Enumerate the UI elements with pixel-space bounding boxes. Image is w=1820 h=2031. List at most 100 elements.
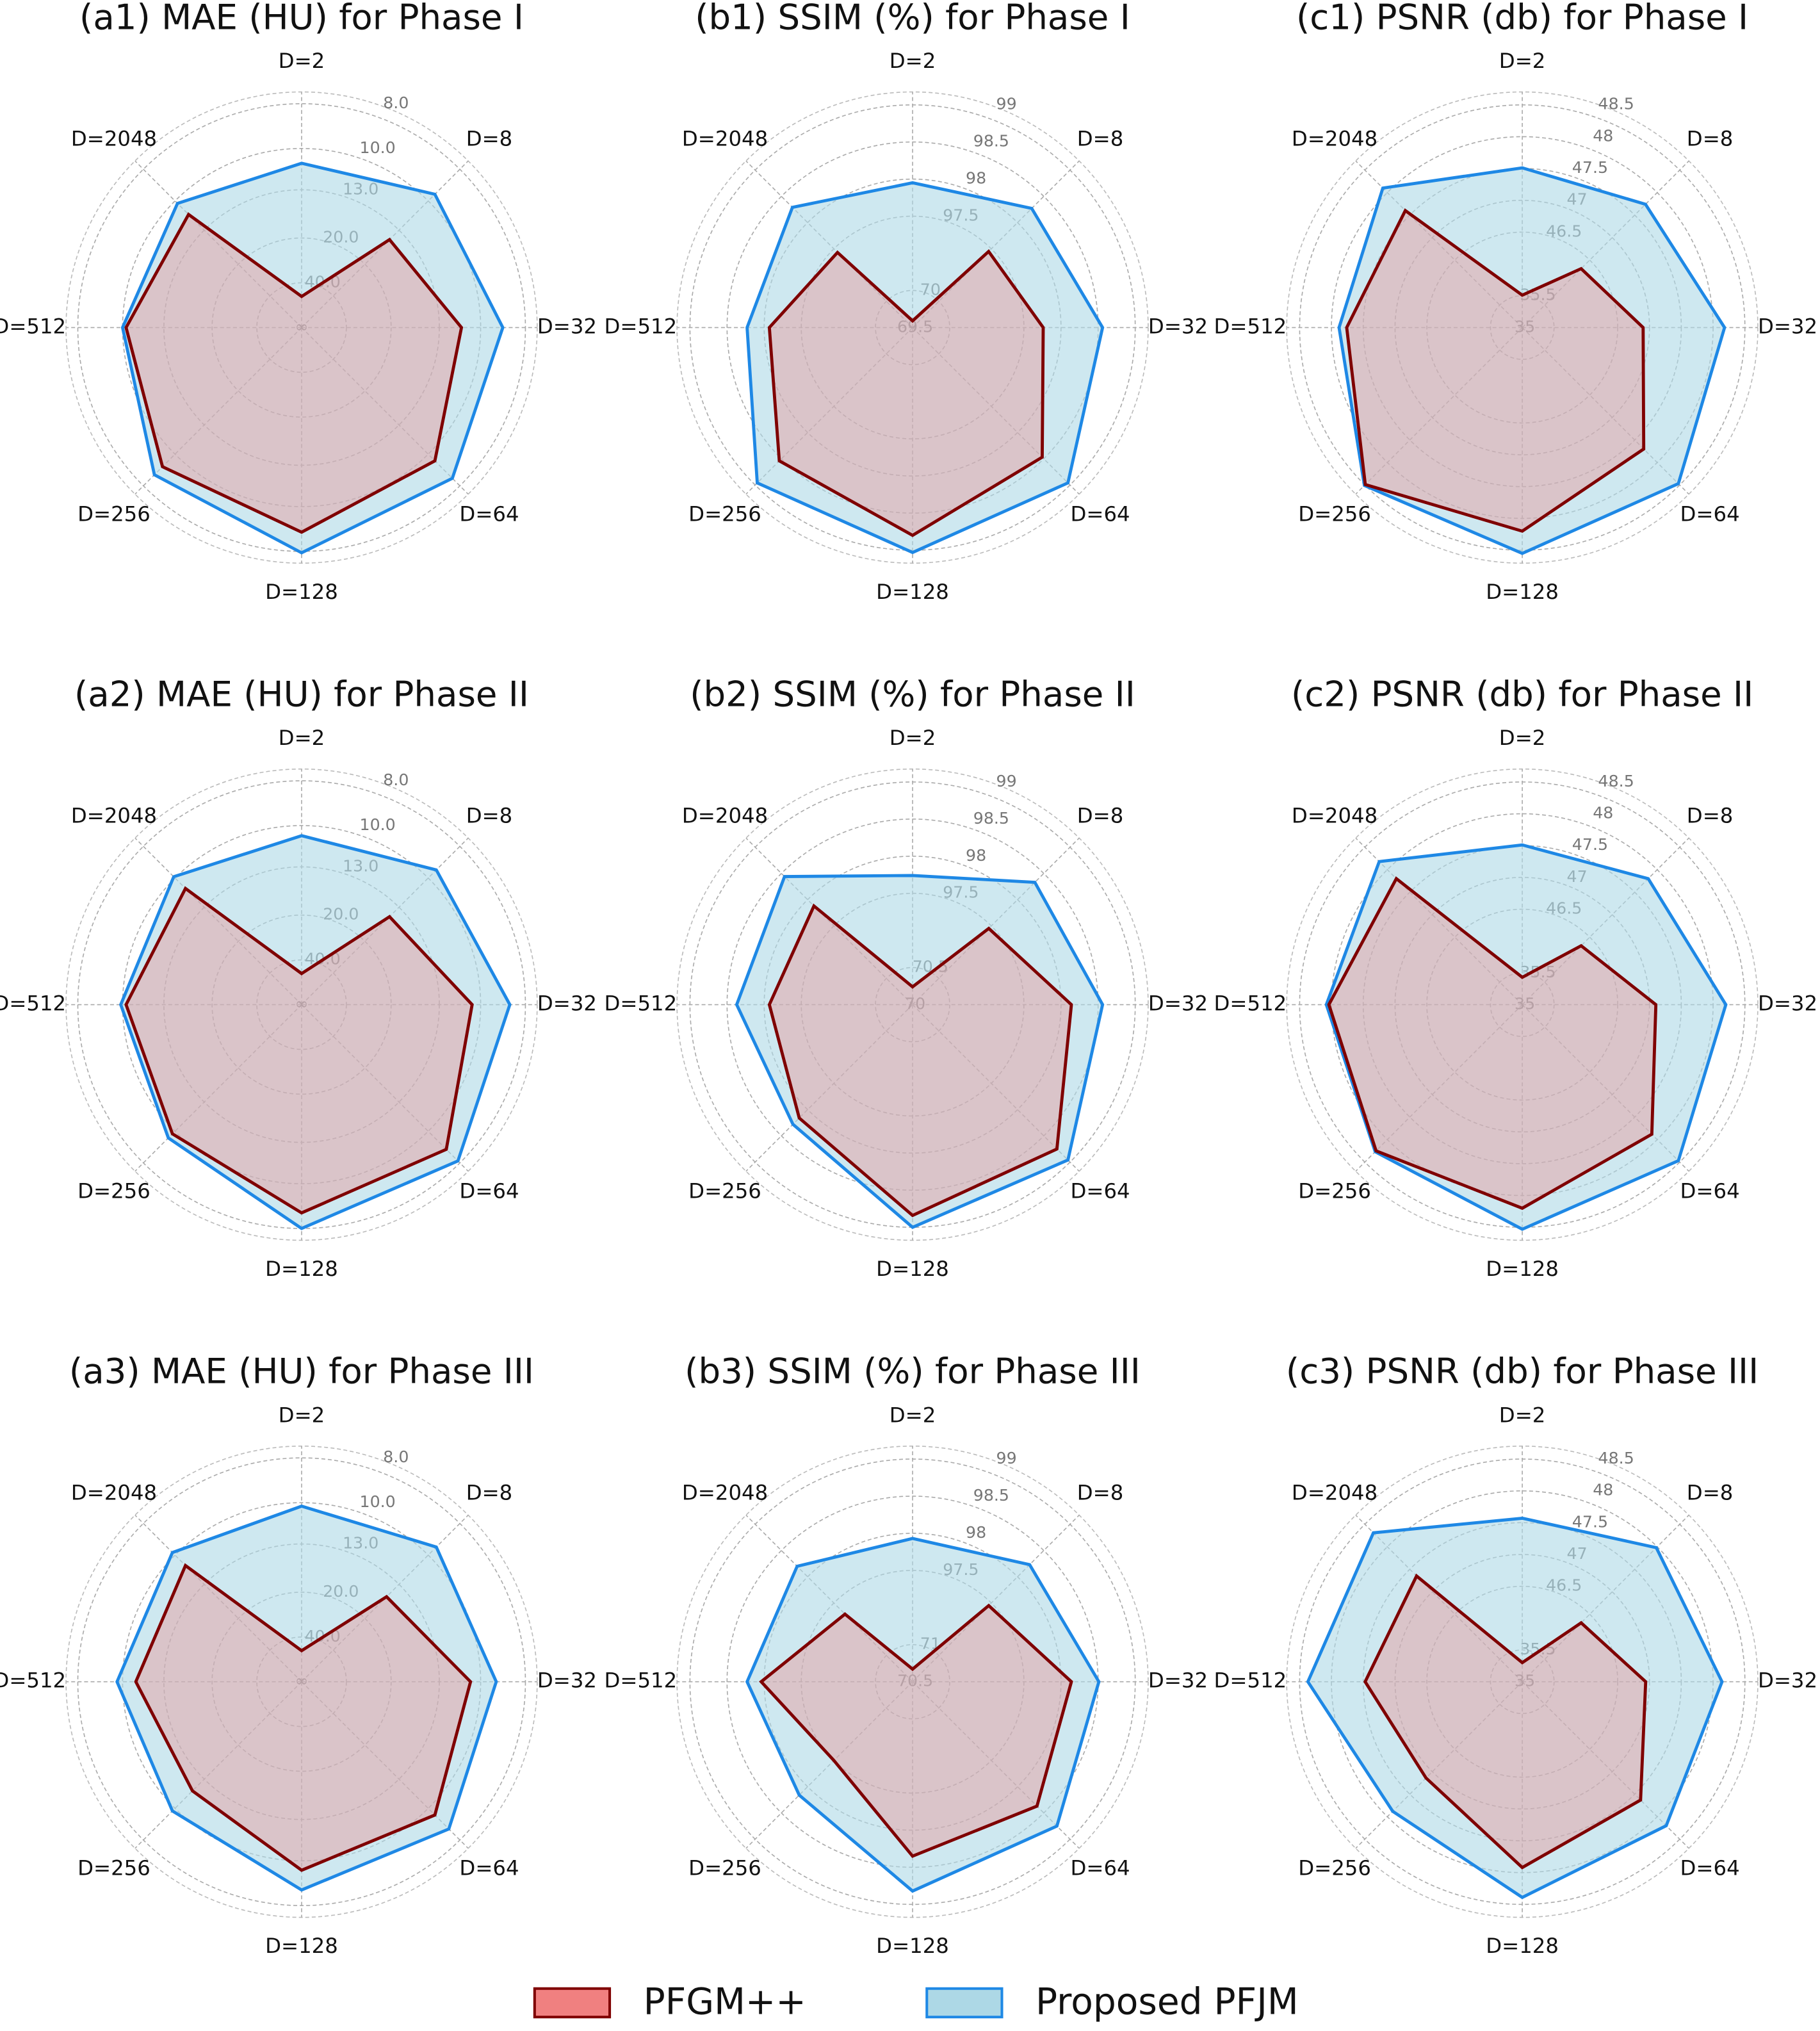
radar-chart: (c1) PSNR (db) for Phase I D=2 D=8 D=32 D=64… xyxy=(1214,0,1818,604)
category-label: D=64 xyxy=(1070,502,1130,526)
category-label: D=128 xyxy=(1486,1257,1559,1281)
category-label: D=512 xyxy=(604,314,677,338)
r-tick-label: 10.0 xyxy=(360,138,396,157)
series-area xyxy=(761,1605,1072,1857)
category-label: D=512 xyxy=(604,991,677,1016)
r-tick-label: 10.0 xyxy=(360,1492,396,1511)
category-label: D=2 xyxy=(279,726,325,750)
category-label: D=256 xyxy=(688,1179,761,1203)
grid-ring xyxy=(1299,1458,1746,1905)
category-label: D=512 xyxy=(1214,1668,1287,1693)
series-line xyxy=(1345,208,1646,533)
radar-chart: (a1) MAE (HU) for Phase I D=2 D=8 D=32 D=64 D… xyxy=(0,0,597,604)
r-tick-label: 8.0 xyxy=(383,94,409,112)
category-label: D=32 xyxy=(1758,991,1817,1016)
chart-title: (b2) SSIM (%) for Phase II xyxy=(690,674,1135,715)
category-label: D=8 xyxy=(1077,804,1124,828)
series-line xyxy=(767,249,1045,537)
grid-ring xyxy=(77,1457,526,1906)
chart-title: (a2) MAE (HU) for Phase II xyxy=(74,674,529,715)
category-label: D=128 xyxy=(265,580,338,604)
r-tick-label: 48.5 xyxy=(1598,95,1634,113)
category-label: D=128 xyxy=(876,1257,949,1281)
chart-title: (a1) MAE (HU) for Phase I xyxy=(79,0,524,37)
category-label: D=64 xyxy=(1070,1179,1130,1203)
radar-chart: (a2) MAE (HU) for Phase II D=2 D=8 D=32 D=64… xyxy=(0,674,597,1281)
series-area xyxy=(736,875,1103,1228)
grid-ring xyxy=(689,1458,1136,1905)
series-line xyxy=(745,181,1105,555)
category-label: D=2 xyxy=(1499,1403,1546,1427)
radar-chart: (a3) MAE (HU) for Phase III D=2 D=8 D=32 D=6… xyxy=(0,1351,597,1958)
chart-title: (b1) SSIM (%) for Phase I xyxy=(695,0,1130,37)
series-area xyxy=(120,835,510,1229)
series-line xyxy=(124,212,464,534)
series-area xyxy=(769,251,1044,535)
category-label: D=2 xyxy=(890,726,936,750)
category-label: D=8 xyxy=(1077,1481,1124,1505)
r-tick-label: 8.0 xyxy=(383,1448,409,1466)
category-label: D=512 xyxy=(604,1668,677,1693)
r-tick-label: 47.5 xyxy=(1572,158,1608,177)
radar-chart: (b2) SSIM (%) for Phase II D=2 D=8 D=32 D=64… xyxy=(604,674,1208,1281)
category-label: D=2 xyxy=(1499,726,1546,750)
category-label: D=2048 xyxy=(71,804,157,828)
series-line xyxy=(1337,166,1727,555)
category-label: D=128 xyxy=(876,580,949,604)
r-tick-label: 47.5 xyxy=(1572,835,1608,854)
category-label: D=256 xyxy=(1298,1179,1371,1203)
category-label: D=2048 xyxy=(682,126,768,151)
radar-chart: (b3) SSIM (%) for Phase III D=2 D=8 D=32 D=6… xyxy=(604,1351,1208,1958)
series-line xyxy=(124,886,474,1215)
legend-swatch xyxy=(925,1987,1003,2019)
category-label: D=256 xyxy=(77,1856,150,1880)
legend-label: Proposed PFJM xyxy=(1036,1981,1299,2023)
series-area xyxy=(117,1506,496,1890)
category-label: D=8 xyxy=(466,1481,513,1505)
series-area xyxy=(136,1565,471,1870)
r-tick-label: 99 xyxy=(996,772,1017,790)
category-label: D=32 xyxy=(1148,314,1208,338)
category-label: D=2 xyxy=(890,49,936,73)
category-label: D=2048 xyxy=(682,1481,768,1505)
category-label: D=2048 xyxy=(71,1481,157,1505)
category-label: D=32 xyxy=(537,314,597,338)
series-area xyxy=(1365,1576,1646,1868)
series-line xyxy=(118,834,512,1230)
category-label: D=32 xyxy=(1148,991,1208,1016)
category-label: D=128 xyxy=(265,1934,338,1958)
r-tick-label: 98.5 xyxy=(973,809,1009,828)
category-label: D=8 xyxy=(1687,126,1734,151)
category-label: D=2048 xyxy=(71,126,157,151)
category-label: D=8 xyxy=(1687,1481,1734,1505)
category-label: D=128 xyxy=(265,1257,338,1281)
category-label: D=64 xyxy=(459,1856,519,1880)
series-line xyxy=(1306,1516,1724,1900)
legend-item: PFGM++ xyxy=(533,1981,806,2023)
series-line xyxy=(1327,876,1658,1211)
category-label: D=256 xyxy=(77,1179,150,1203)
series-area xyxy=(126,214,462,532)
r-tick-label: 98 xyxy=(966,846,986,865)
category-label: D=128 xyxy=(1486,580,1559,604)
series-area xyxy=(1308,1518,1722,1898)
r-tick-label: 98 xyxy=(966,1523,986,1542)
r-tick-label: 48.5 xyxy=(1598,772,1634,790)
legend-item: Proposed PFJM xyxy=(925,1981,1299,2023)
r-tick-label: 99 xyxy=(996,1449,1017,1467)
series-line xyxy=(1324,843,1728,1231)
series-line xyxy=(120,161,505,555)
category-label: D=256 xyxy=(688,502,761,526)
radar-chart: (c2) PSNR (db) for Phase II D=2 D=8 D=32 D=6… xyxy=(1214,674,1818,1281)
r-tick-label: 98.5 xyxy=(973,132,1009,151)
series-line xyxy=(1363,1573,1648,1870)
legend-swatch xyxy=(533,1987,612,2019)
series-area xyxy=(1326,845,1726,1230)
category-label: D=2048 xyxy=(1292,126,1377,151)
category-label: D=256 xyxy=(77,502,150,526)
category-label: D=8 xyxy=(1687,804,1734,828)
category-label: D=256 xyxy=(1298,1856,1371,1880)
category-label: D=64 xyxy=(459,502,519,526)
chart-title: (b3) SSIM (%) for Phase III xyxy=(685,1351,1141,1392)
